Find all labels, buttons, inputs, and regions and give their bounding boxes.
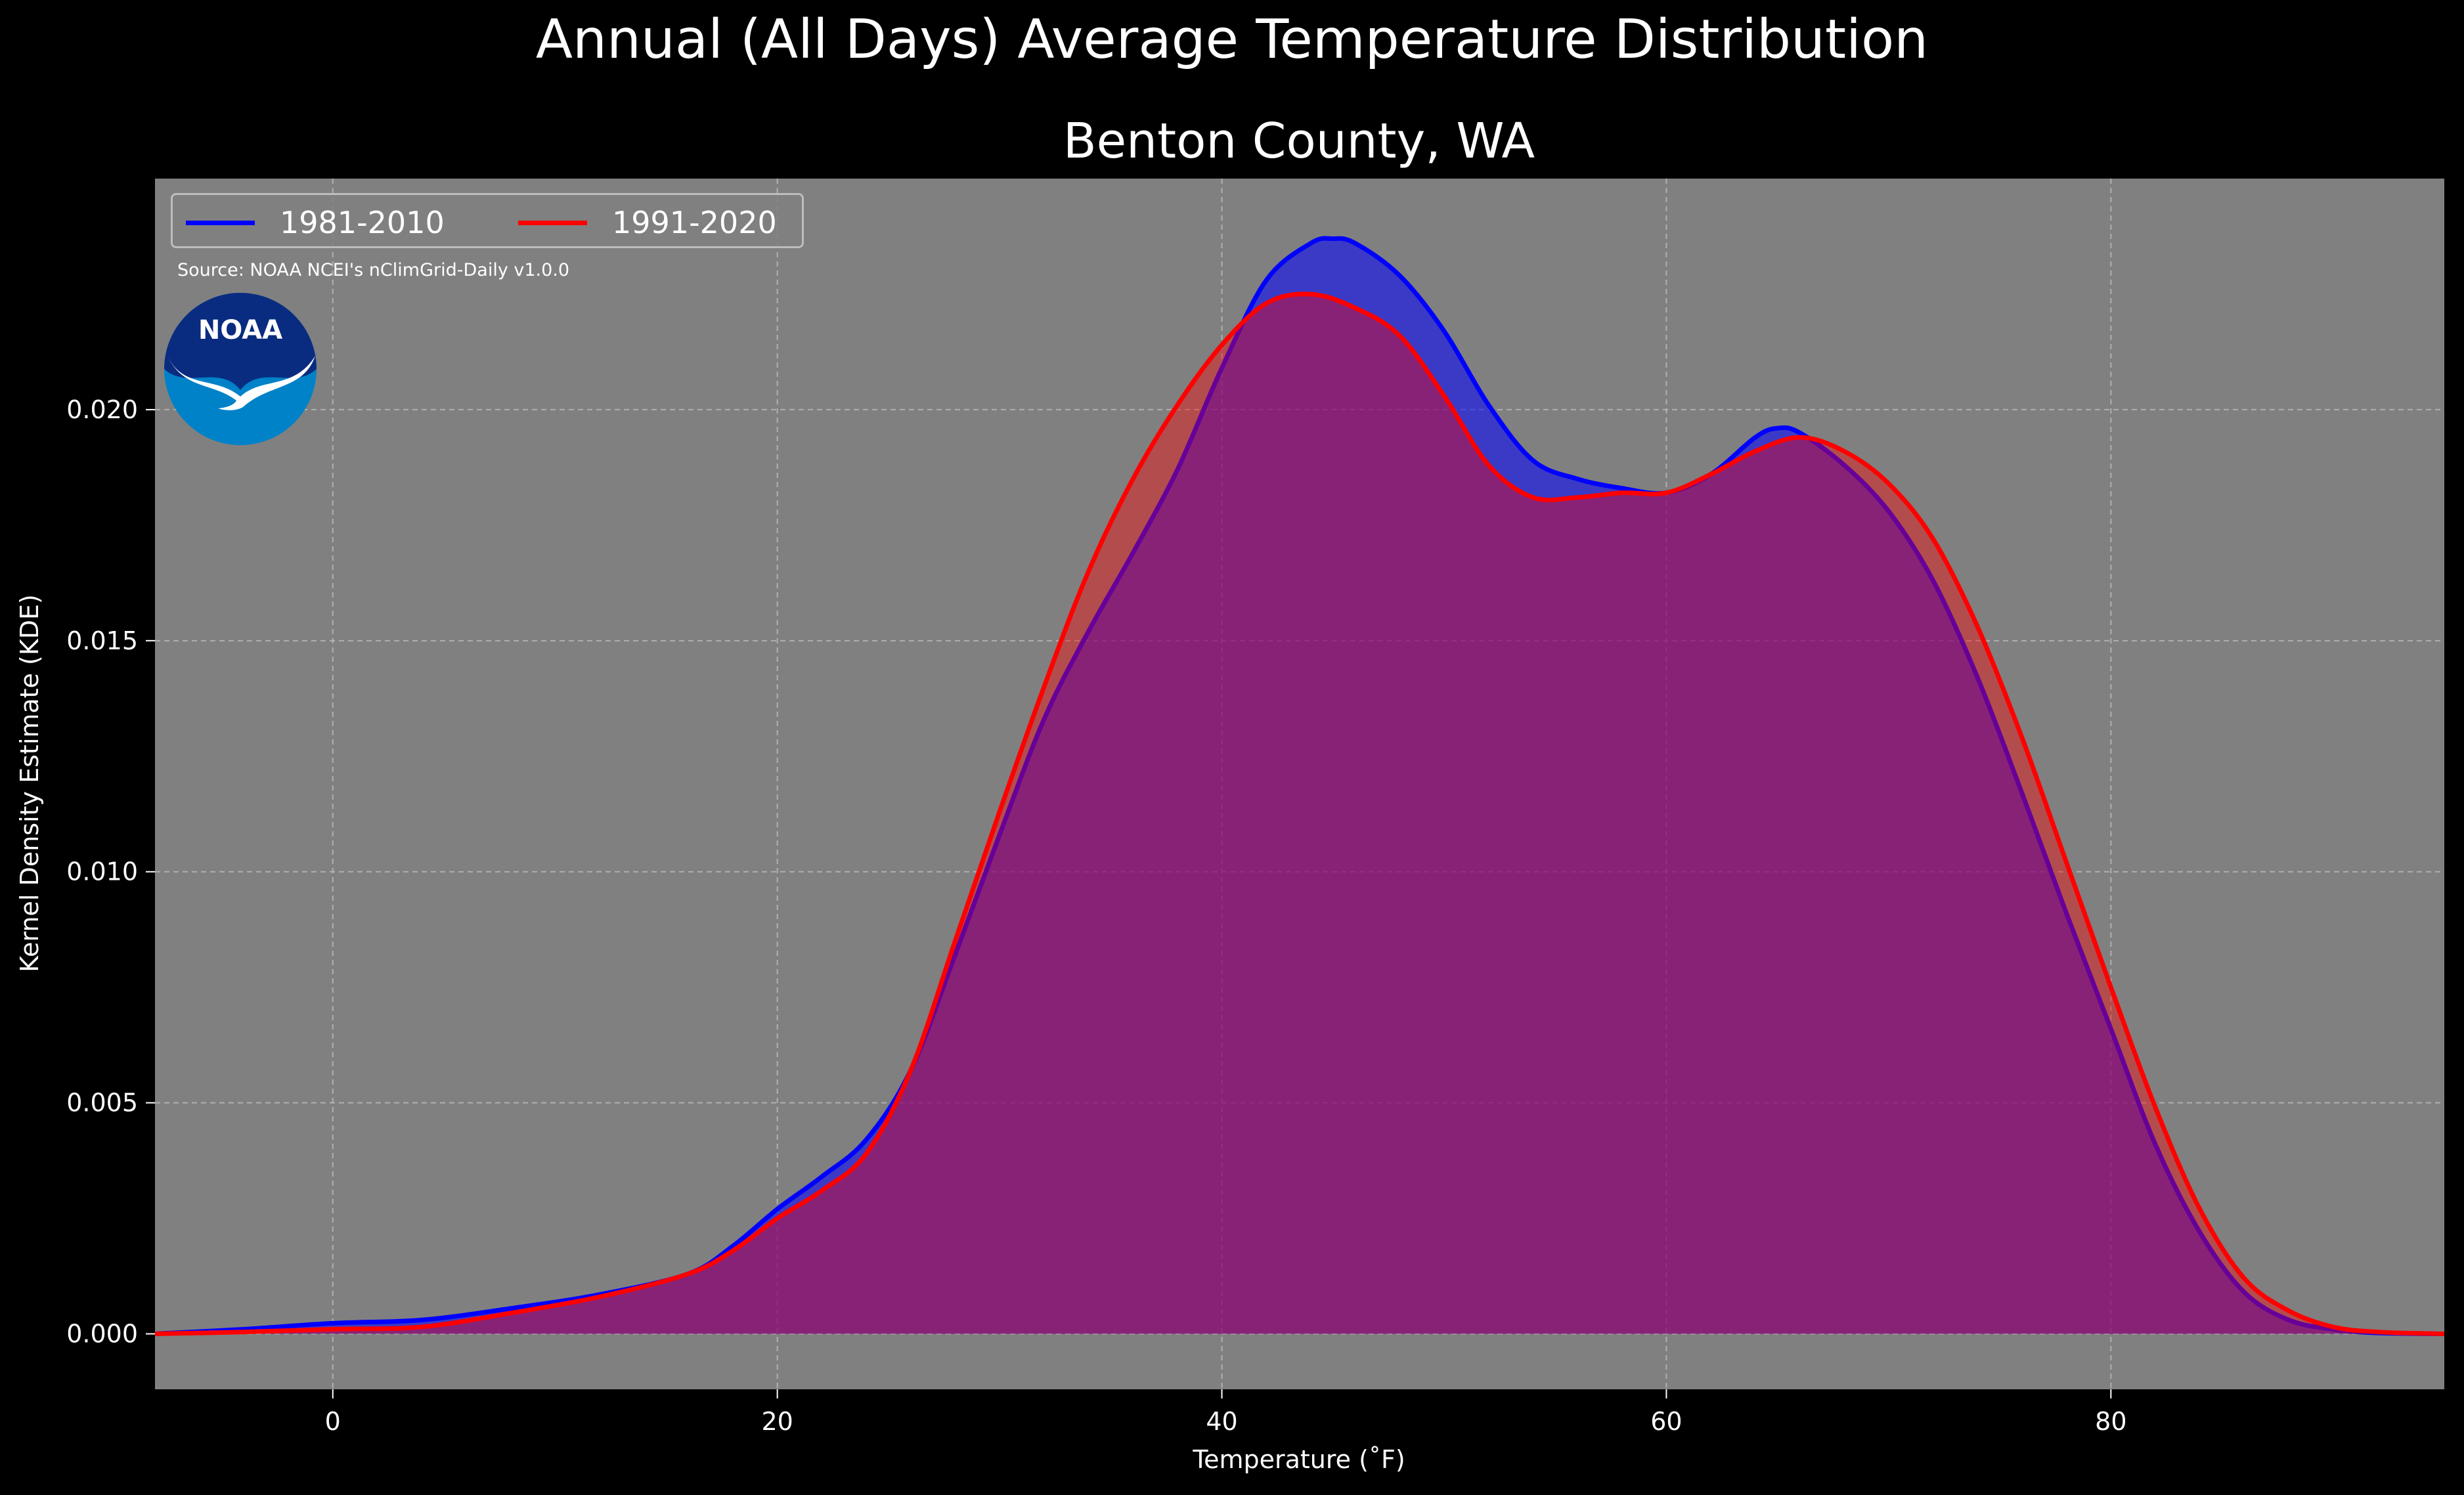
- y-tick-label: 0.000: [66, 1320, 138, 1349]
- legend-swatch-1991-2020: [518, 220, 587, 225]
- legend-label-1991-2020: 1991-2020: [612, 205, 777, 240]
- legend: 1981-2010 1991-2020: [171, 193, 804, 248]
- series-fill-1981-2010: [155, 238, 2444, 1334]
- series-line-1991-2020: [154, 292, 2445, 1336]
- legend-entry-1991-2020: 1991-2020: [518, 195, 777, 250]
- y-tick-label: 0.010: [66, 857, 138, 886]
- legend-entry-1981-2010: 1981-2010: [186, 195, 445, 250]
- series-fill-1991-2020: [155, 293, 2444, 1334]
- series-line-1981-2010: [154, 236, 2445, 1336]
- x-tick-label: 0: [325, 1407, 341, 1436]
- x-tick-label: 80: [2095, 1407, 2126, 1436]
- y-axis-label: Kernel Density Estimate (KDE): [15, 594, 44, 972]
- figure-suptitle: Annual (All Days) Average Temperature Di…: [536, 9, 1928, 71]
- x-axis-label: Temperature (˚F): [1192, 1445, 1405, 1474]
- legend-label-1981-2010: 1981-2010: [280, 205, 445, 240]
- noaa-logo-text: NOAA: [198, 315, 282, 345]
- x-tick-label: 40: [1206, 1407, 1237, 1436]
- x-tick-label: 60: [1650, 1407, 1682, 1436]
- y-tick-label: 0.020: [66, 395, 138, 424]
- chart-title: Benton County, WA: [1063, 113, 1535, 169]
- series-layer: [154, 236, 2445, 1336]
- axes: 0 20 40 60 80 0.000 0.005 0.010 0.015 0.020: [66, 395, 2126, 1436]
- legend-swatch-1981-2010: [186, 220, 255, 225]
- y-tick-label: 0.015: [66, 626, 138, 655]
- noaa-logo-icon: NOAA: [164, 293, 317, 445]
- source-annotation: Source: NOAA NCEI's nClimGrid-Daily v1.0…: [177, 260, 570, 280]
- y-tick-label: 0.005: [66, 1089, 138, 1117]
- x-tick-label: 20: [761, 1407, 793, 1436]
